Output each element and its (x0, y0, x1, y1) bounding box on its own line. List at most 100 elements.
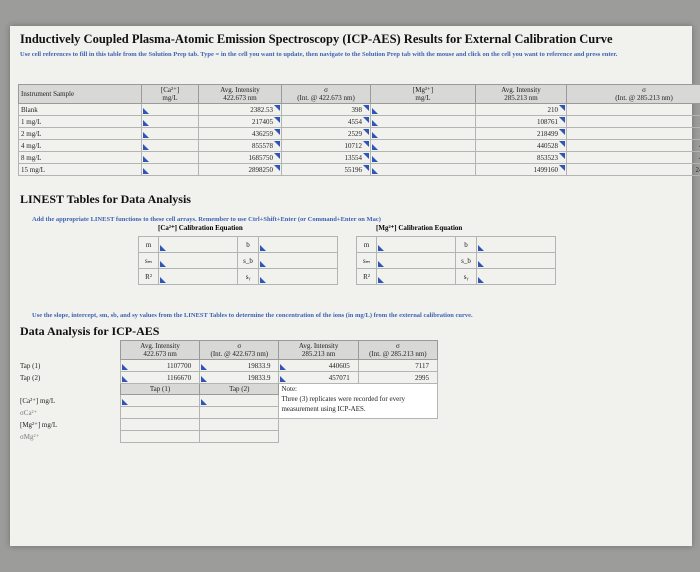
input-marker (274, 153, 280, 159)
input-marker (363, 129, 369, 135)
sample-name: Tap (2) (20, 373, 41, 382)
linest-label: sₘ (355, 252, 378, 269)
input-cell (376, 236, 457, 253)
input-marker (143, 144, 149, 150)
cell-value: 853523 (537, 153, 558, 162)
cell-value: 440528 (537, 141, 558, 150)
linest-label: sᵧ (237, 268, 259, 285)
input-marker (559, 153, 565, 159)
input-marker (201, 399, 208, 405)
linest-label: b (455, 236, 477, 253)
input-marker (143, 132, 149, 138)
linest-row: R² sᵧ (137, 268, 339, 285)
input-cell (376, 252, 457, 269)
cell-value: 4554 (348, 117, 362, 126)
column-header: Tap (2) (199, 383, 280, 395)
column-header: Avg. Intensity 422.673 nm (198, 84, 282, 104)
input-cell (376, 268, 457, 285)
header-text: (Int. @ 285.213 nm) (615, 94, 673, 102)
header-text: 285.213 nm (301, 350, 336, 358)
input-cell (158, 252, 239, 269)
value-cell: 2995 (357, 371, 439, 384)
section-title: LINEST Tables for Data Analysis (20, 192, 191, 206)
column-header: Avg. Intensity 285.213 nm (475, 84, 567, 104)
value-cell: 217405 (198, 115, 282, 128)
note-text: Three (3) replicates were recorded for e… (281, 395, 406, 413)
cell-value: 398 (351, 105, 363, 114)
input-marker (160, 261, 167, 267)
cell-value: 108761 (537, 117, 558, 126)
instructions: Use the slope, intercept, sm, sb, and sy… (32, 312, 473, 319)
value-cell: 25 (566, 103, 700, 116)
input-marker (121, 364, 128, 370)
input-marker (280, 364, 287, 370)
value-cell: 210 (475, 103, 567, 116)
header-text: 422.673 nm (143, 350, 177, 358)
value-cell: 55196 (281, 163, 371, 176)
input-cell (141, 139, 199, 152)
sample-name: 4 mg/L (18, 139, 142, 152)
column-header: σ (Int. @ 422.673 nm) (281, 84, 371, 104)
sample-name: 15 mg/L (18, 163, 142, 176)
input-marker (372, 120, 378, 126)
sample-name: 8 mg/L (18, 151, 142, 164)
spreadsheet-page: Inductively Coupled Plasma-Atomic Emissi… (10, 26, 700, 546)
value-cell: 2529 (281, 127, 371, 140)
result-row: [Mg²⁺] mg/L (18, 418, 438, 431)
sample-name: 1 mg/L (18, 115, 142, 128)
linest-label: s_b (237, 252, 259, 269)
input-cell (199, 418, 280, 431)
input-cell (158, 268, 239, 285)
header-text: 422.673 nm (223, 94, 257, 102)
value-cell: 10712 (281, 139, 371, 152)
note-label: Note: (281, 385, 298, 393)
table-caption: [Ca²⁺] Calibration Equation (158, 224, 243, 232)
result-row: σMg²⁺ (18, 430, 438, 443)
input-marker (363, 117, 369, 123)
input-marker (559, 129, 565, 135)
row-label: σMg²⁺ (20, 432, 40, 441)
header-text: mg/L (162, 94, 178, 102)
header-text: Instrument Sample (21, 90, 75, 98)
value-cell: 855578 (198, 139, 282, 152)
value-cell: 4187 (566, 151, 700, 164)
input-marker (477, 277, 484, 283)
value-cell: 218499 (475, 127, 567, 140)
input-cell (370, 163, 476, 176)
cell-value: 24338 (695, 165, 700, 174)
input-marker (160, 277, 167, 283)
linest-table: m b sₘ s_b R² sᵧ (355, 236, 557, 285)
cell-value: 1499160 (533, 165, 559, 174)
input-marker (378, 261, 385, 267)
input-cell (119, 394, 201, 407)
data-row: Blank 2382.53 398 210 25 (18, 103, 700, 116)
input-marker (372, 108, 378, 114)
input-cell (141, 115, 199, 128)
data-row: Tap (1) 1107700 19833.9 440605 7117 (18, 359, 439, 372)
input-cell (370, 139, 476, 152)
instructions: Use cell references to fill in this tabl… (20, 51, 618, 58)
header-text: Avg. Intensity (298, 342, 339, 350)
header-text: [Ca²⁺] (160, 86, 180, 94)
input-cell (370, 115, 476, 128)
header-text: (Int. @ 422.673 nm) (210, 350, 269, 358)
value-cell: 1499160 (475, 163, 567, 176)
input-marker (363, 105, 369, 111)
input-marker (274, 117, 280, 123)
value-cell: 19833.9 (199, 359, 280, 372)
cell-value: 19833.9 (247, 373, 271, 382)
linest-label: b (237, 236, 259, 253)
input-marker (274, 165, 280, 171)
linest-row: R² sᵧ (355, 268, 557, 285)
table-caption: [Mg²⁺] Calibration Equation (376, 224, 463, 232)
input-cell (119, 406, 201, 419)
input-marker (477, 245, 484, 251)
value-cell: 13554 (281, 151, 371, 164)
input-cell (370, 103, 476, 116)
value-cell: 7117 (357, 359, 439, 372)
data-row: Tap (2) 1166670 19833.9 457071 2995 (18, 371, 439, 384)
result-header-row: Tap (1) Tap (2) Note: Three (3) replicates … (18, 383, 438, 419)
value-cell: 24338 (566, 163, 700, 176)
input-marker (372, 156, 378, 162)
